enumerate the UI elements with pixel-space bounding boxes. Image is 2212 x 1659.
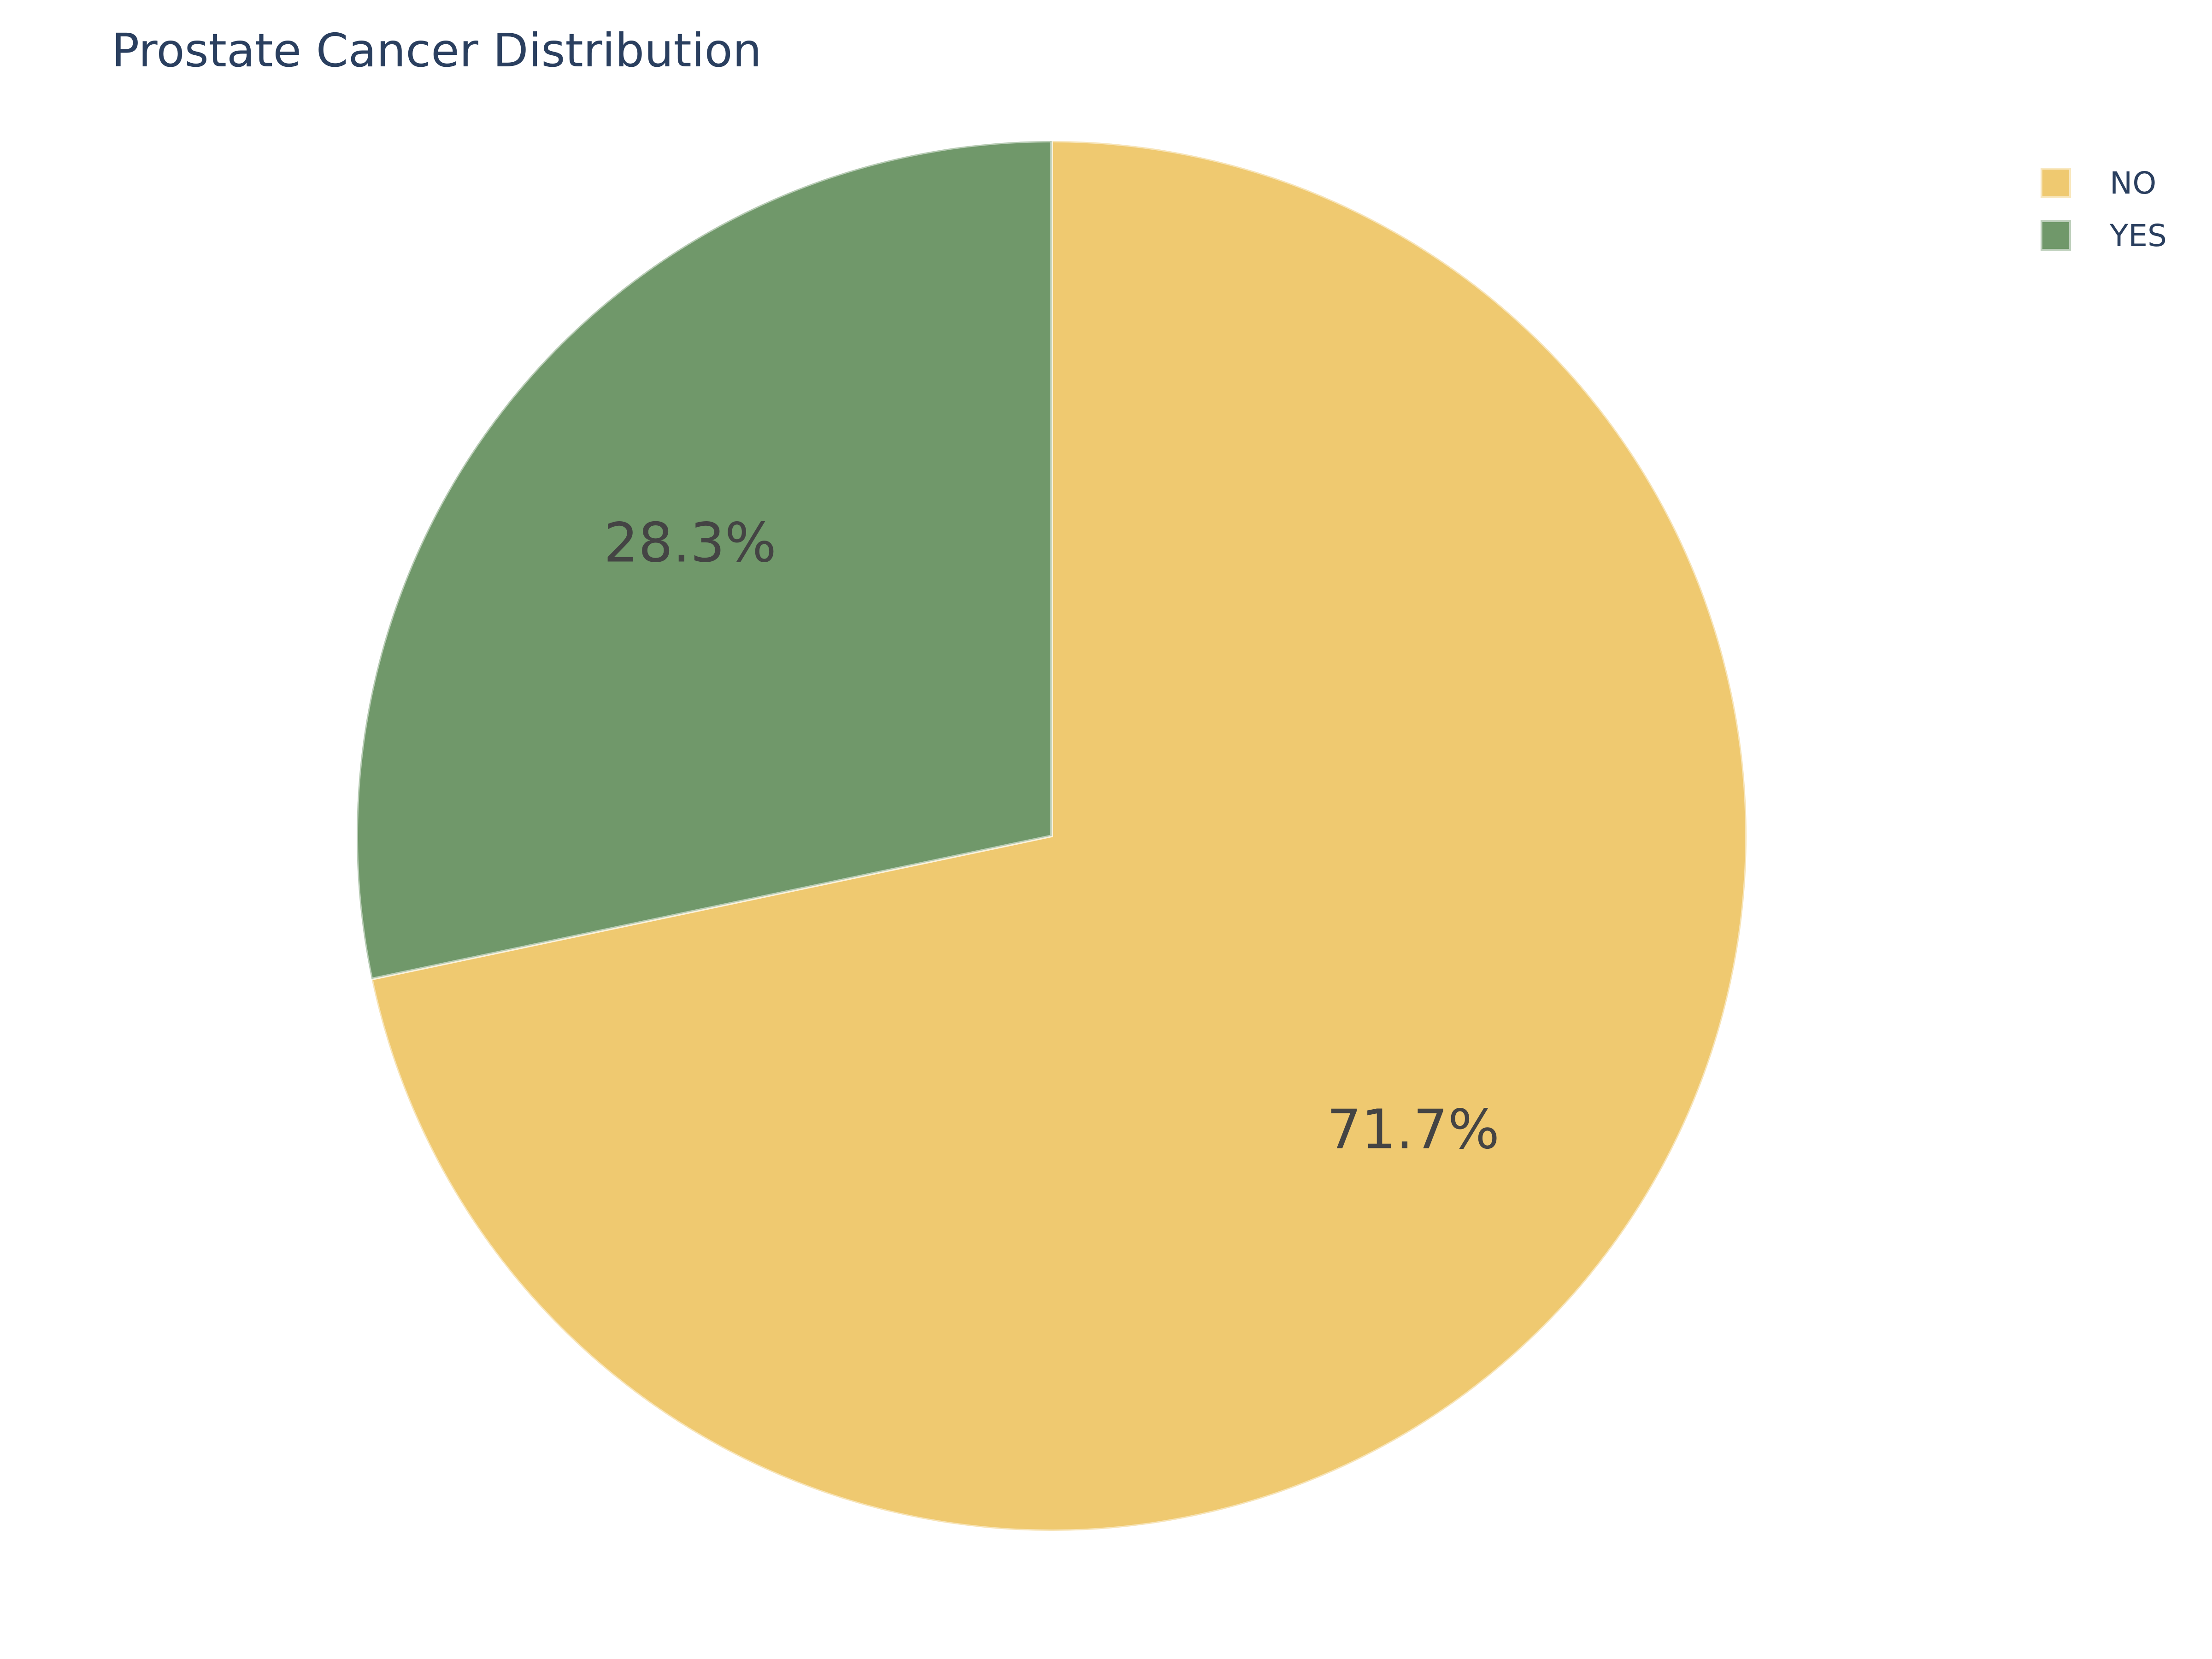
pie-slices xyxy=(355,139,1748,1532)
pie-slice-labels: 71.7% 28.3% xyxy=(604,511,1500,1161)
pie-slice-no[interactable] xyxy=(370,139,1748,1532)
legend-label-yes: YES xyxy=(2110,218,2167,253)
chart-legend: NO YES xyxy=(2041,157,2167,262)
chart-title: Prostate Cancer Distribution xyxy=(112,24,762,77)
legend-item-yes[interactable]: YES xyxy=(2041,209,2167,262)
legend-label-no: NO xyxy=(2110,165,2157,201)
pie-label-yes: 28.3% xyxy=(604,511,777,574)
pie-slice-yes[interactable] xyxy=(355,139,1053,981)
pie-label-no: 71.7% xyxy=(1327,1098,1500,1161)
legend-swatch-yes xyxy=(2041,220,2071,251)
legend-swatch-no xyxy=(2041,168,2071,198)
legend-item-no[interactable]: NO xyxy=(2041,157,2167,209)
